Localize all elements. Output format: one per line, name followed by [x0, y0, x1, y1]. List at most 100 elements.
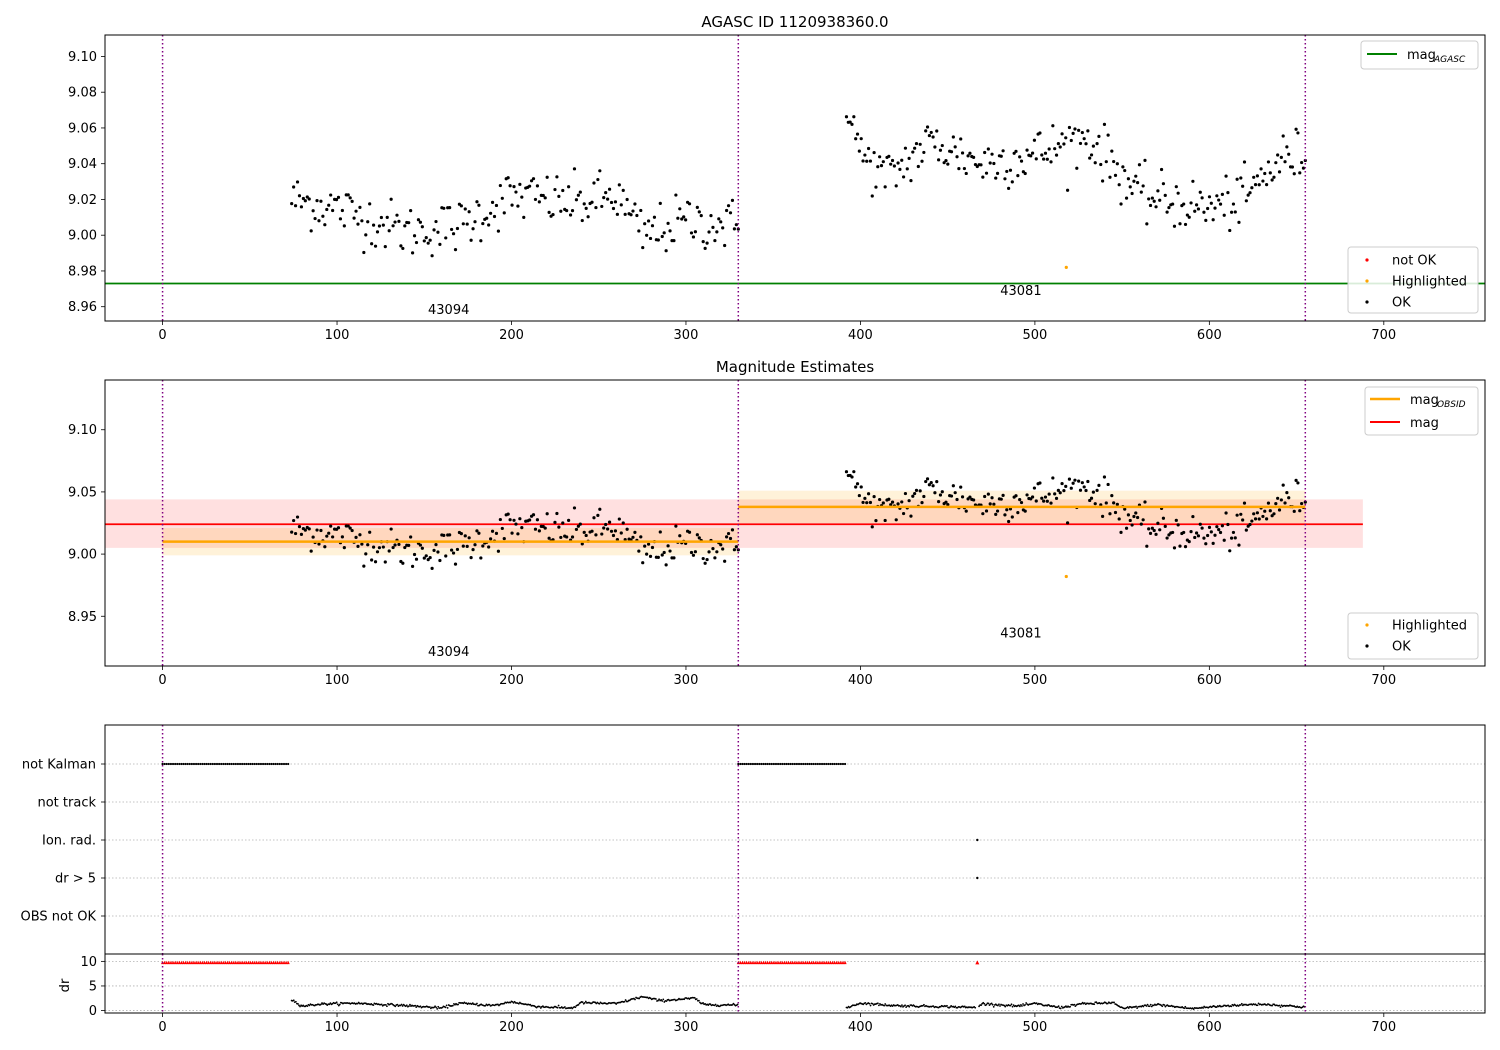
ok-point [1233, 210, 1237, 214]
ok-point [508, 184, 512, 188]
ok-point [545, 512, 549, 516]
dr-point [954, 1005, 957, 1008]
ok-point [728, 211, 733, 215]
ok-point [1108, 512, 1112, 516]
flag-point [827, 762, 830, 766]
dr-clipped-marker [757, 960, 761, 965]
ok-point [475, 529, 479, 533]
dr-clipped-marker [223, 960, 227, 965]
ok-point [695, 205, 699, 209]
flag-point [825, 762, 828, 766]
ok-point [650, 224, 655, 228]
ok-point [865, 159, 869, 163]
dr-clipped-marker [843, 960, 847, 965]
ok-point [1043, 495, 1048, 499]
dr-clipped-marker [814, 960, 818, 965]
ok-point [1261, 179, 1265, 183]
ok-point [1228, 228, 1232, 233]
ok-point [602, 526, 606, 530]
ok-point [1019, 159, 1024, 163]
ok-point [295, 180, 300, 184]
dr-point [714, 1003, 717, 1006]
ok-point [874, 519, 878, 523]
flag-point [161, 762, 164, 766]
ok-point [1196, 207, 1201, 211]
dr-clipped-marker [271, 960, 276, 965]
ok-point [1217, 528, 1221, 532]
ok-point [1261, 514, 1265, 519]
ok-point [1172, 224, 1177, 228]
flag-point [259, 762, 263, 766]
flag-point [186, 762, 189, 766]
ok-point [1193, 209, 1197, 213]
ok-point [428, 555, 432, 560]
ok-point [1198, 522, 1202, 526]
ok-point [1018, 155, 1022, 159]
flag-point [737, 762, 740, 766]
ok-point [299, 532, 304, 536]
flag-point [741, 762, 744, 766]
dr-clipped-marker [782, 960, 786, 965]
ok-point [596, 513, 600, 517]
ok-point [621, 521, 625, 525]
ok-point [955, 497, 959, 502]
flag-point [833, 762, 836, 766]
ok-point [1073, 127, 1077, 131]
ok-point [1241, 184, 1245, 188]
ok-point [1067, 477, 1072, 481]
ok-point [541, 193, 545, 198]
ok-point [1104, 160, 1108, 164]
dr-point [869, 1004, 872, 1007]
ok-point [639, 208, 643, 213]
flag-point [230, 762, 233, 766]
ok-point [453, 248, 458, 252]
ok-point [1113, 510, 1118, 515]
ok-point [416, 218, 421, 222]
ok-point [315, 199, 319, 203]
ok-point [391, 545, 395, 550]
ok-point [410, 251, 415, 255]
x-tick-label: 0 [158, 328, 166, 343]
ok-point [1268, 509, 1272, 513]
ok-point [959, 485, 963, 489]
dr-clipped-marker [179, 960, 184, 965]
ok-point [929, 480, 933, 485]
dr-point [1202, 1007, 1204, 1009]
dr-point [512, 1002, 515, 1004]
ok-point [901, 175, 906, 179]
ok-point [1222, 538, 1226, 542]
ok-point [705, 241, 709, 245]
ok-point [1255, 174, 1259, 178]
ok-point [1224, 174, 1228, 178]
ok-point [383, 560, 387, 564]
ok-point [1023, 509, 1027, 513]
ok-point [336, 195, 341, 199]
flag-point [829, 762, 832, 766]
ok-point [1150, 526, 1154, 530]
ok-point [336, 526, 341, 530]
ok-point [844, 115, 849, 119]
ok-point [1025, 148, 1029, 152]
ok-point [721, 226, 725, 230]
ok-point [1283, 501, 1287, 505]
dr-clipped-marker [190, 960, 194, 965]
legend-obsid-subscript: OBSID [1437, 400, 1466, 410]
dr-point [1009, 1004, 1012, 1007]
ok-point [676, 216, 680, 220]
flag-point [251, 762, 254, 766]
ok-point [1058, 145, 1062, 149]
dr-clipped-marker [167, 960, 171, 965]
dr-point [904, 1004, 906, 1007]
ok-point [637, 229, 641, 233]
flag-point [232, 762, 235, 766]
ok-point [721, 547, 725, 551]
ok-point [633, 202, 637, 206]
ok-point [295, 515, 300, 519]
flag-point [762, 762, 765, 766]
dr-point [598, 1002, 601, 1005]
ok-point [1095, 488, 1099, 492]
ok-point [338, 217, 343, 221]
ok-point [1001, 493, 1005, 497]
ok-point [1056, 488, 1060, 492]
flag-point [795, 762, 799, 766]
